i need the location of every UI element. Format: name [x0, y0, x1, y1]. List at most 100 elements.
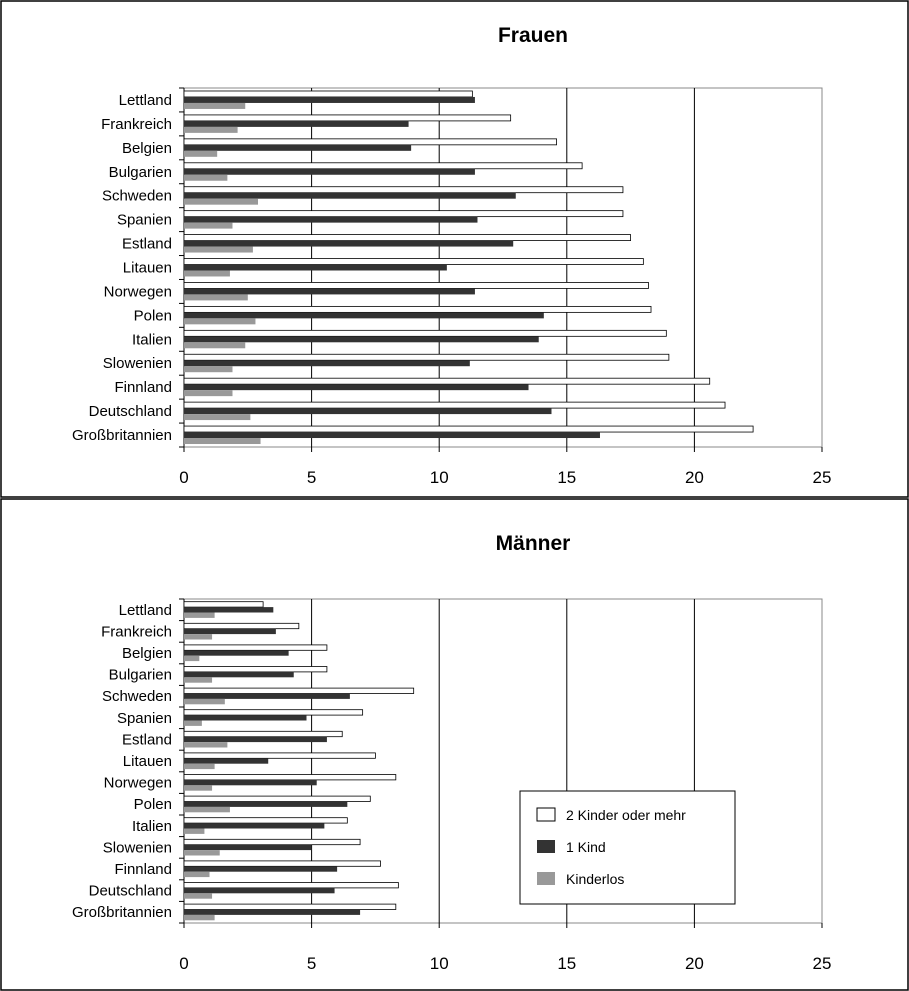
bar-bulgarien-1-kind: [184, 168, 475, 175]
category-label-deutschland: Deutschland: [89, 883, 172, 900]
bar-belgien-1-kind: [184, 144, 412, 151]
bar-spanien-1-kind: [184, 216, 478, 223]
bar-italien-2-kinder-oder-mehr: [183, 817, 348, 824]
bar-schweden-1-kind: [184, 693, 350, 699]
legend-label-2-kinder-oder-mehr: 2 Kinder oder mehr: [566, 807, 686, 823]
bar-schweden-2-kinder-oder-mehr: [183, 186, 624, 194]
x-tick-label: 0: [179, 954, 188, 973]
bar-lettland-kinderlos: [184, 612, 215, 618]
bar-deutschland-2-kinder-oder-mehr: [183, 401, 726, 409]
category-label-italien: Italien: [132, 331, 172, 348]
bar-frankreich-1-kind: [184, 120, 409, 127]
chart-frauen: Frauen 0 5 10 15 20 25 Lettland Frankreich Belgie…: [0, 0, 909, 498]
bar-belgien-2-kinder-oder-mehr: [183, 138, 557, 146]
bar-grossbritannien-2-kinder-oder-mehr: [183, 903, 397, 910]
bar-italien-2-kinder-oder-mehr: [183, 329, 667, 337]
bar-deutschland-1-kind: [184, 408, 552, 415]
category-label-slowenien: Slowenien: [103, 355, 172, 372]
bar-norwegen-2-kinder-oder-mehr: [183, 774, 397, 781]
bar-lettland-1-kind: [184, 96, 475, 103]
bar-finnland-2-kinder-oder-mehr: [183, 860, 381, 867]
bar-bulgarien-2-kinder-oder-mehr: [183, 162, 583, 170]
bar-polen-2-kinder-oder-mehr: [183, 305, 652, 313]
bar-frankreich-kinderlos: [184, 634, 213, 640]
bar-deutschland-kinderlos: [184, 893, 213, 899]
bar-norwegen-kinderlos: [184, 294, 248, 301]
legend-label-kinderlos: Kinderlos: [566, 871, 624, 887]
bar-estland-kinderlos: [184, 246, 253, 253]
bar-italien-kinderlos: [184, 342, 246, 349]
bar-lettland-1-kind: [184, 607, 274, 613]
bar-frankreich-2-kinder-oder-mehr: [183, 622, 300, 630]
bar-bulgarien-kinderlos: [184, 677, 213, 683]
bar-polen-1-kind: [184, 801, 348, 807]
bar-belgien-kinderlos: [184, 655, 200, 662]
bar-estland-1-kind: [184, 240, 514, 247]
bar-estland-2-kinder-oder-mehr: [183, 234, 632, 241]
bar-polen-kinderlos: [184, 806, 230, 813]
x-tick-label: 10: [430, 468, 449, 487]
bar-grossbritannien-1-kind: [184, 432, 600, 439]
bar-grossbritannien-1-kind: [184, 909, 361, 915]
category-label-litauen: Litauen: [123, 260, 172, 277]
bar-slowenien-2-kinder-oder-mehr: [183, 838, 361, 846]
bar-slowenien-2-kinder-oder-mehr: [183, 353, 670, 361]
x-tick-label: 20: [685, 954, 704, 973]
bar-italien-1-kind: [184, 823, 325, 829]
bar-bulgarien-2-kinder-oder-mehr: [183, 666, 328, 673]
category-label-italien: Italien: [132, 818, 172, 835]
category-label-deutschland: Deutschland: [89, 403, 172, 420]
x-tick-label: 15: [557, 954, 576, 973]
bar-estland-kinderlos: [184, 742, 228, 748]
bar-litauen-1-kind: [184, 758, 269, 764]
bar-finnland-kinderlos: [184, 390, 233, 397]
x-tick-label: 5: [307, 468, 316, 487]
bar-polen-kinderlos: [184, 318, 256, 325]
bar-bulgarien-kinderlos: [184, 174, 228, 181]
bar-frankreich-1-kind: [184, 628, 276, 635]
category-label-schweden: Schweden: [102, 688, 172, 705]
category-label-polen: Polen: [134, 307, 172, 324]
bar-belgien-kinderlos: [184, 150, 218, 157]
legend-swatch-2-kinder-oder-mehr: [536, 807, 556, 822]
bar-slowenien-1-kind: [184, 360, 470, 367]
category-label-finnland: Finnland: [114, 861, 172, 878]
bar-finnland-kinderlos: [184, 871, 210, 878]
bar-deutschland-2-kinder-oder-mehr: [183, 882, 399, 889]
category-label-bulgarien: Bulgarien: [109, 667, 172, 684]
bar-polen-1-kind: [184, 312, 544, 319]
bar-bulgarien-1-kind: [184, 671, 294, 678]
bar-polen-2-kinder-oder-mehr: [183, 795, 371, 802]
bar-grossbritannien-kinderlos: [184, 914, 215, 921]
bar-grossbritannien-2-kinder-oder-mehr: [183, 425, 754, 433]
x-tick-label: 15: [557, 468, 576, 487]
bar-estland-2-kinder-oder-mehr: [183, 730, 343, 738]
bar-lettland-kinderlos: [184, 102, 246, 109]
x-tick-label: 20: [685, 468, 704, 487]
bar-schweden-kinderlos: [184, 198, 259, 205]
bar-finnland-1-kind: [184, 866, 338, 872]
legend-box: [519, 790, 736, 905]
category-label-finnland: Finnland: [114, 379, 172, 396]
category-label-norwegen: Norwegen: [104, 283, 172, 300]
bar-litauen-kinderlos: [184, 270, 230, 277]
legend-swatch-1-kind: [537, 840, 555, 853]
category-label-belgien: Belgien: [122, 140, 172, 157]
category-label-frankreich: Frankreich: [101, 116, 172, 133]
bar-spanien-2-kinder-oder-mehr: [183, 210, 624, 218]
bar-norwegen-2-kinder-oder-mehr: [183, 282, 649, 289]
category-label-spanien: Spanien: [117, 710, 172, 727]
bar-finnland-1-kind: [184, 384, 529, 391]
bar-spanien-2-kinder-oder-mehr: [183, 709, 364, 716]
bar-litauen-kinderlos: [184, 763, 215, 770]
category-label-estland: Estland: [122, 236, 172, 253]
bar-schweden-1-kind: [184, 192, 516, 199]
category-label-schweden: Schweden: [102, 188, 172, 205]
bar-norwegen-1-kind: [184, 779, 317, 786]
bar-slowenien-kinderlos: [184, 850, 220, 856]
legend-swatch-kinderlos: [537, 872, 555, 885]
bar-italien-kinderlos: [184, 828, 205, 834]
x-tick-label: 0: [179, 468, 188, 487]
bar-lettland-2-kinder-oder-mehr: [183, 601, 264, 608]
chart-title: Frauen: [498, 24, 568, 47]
